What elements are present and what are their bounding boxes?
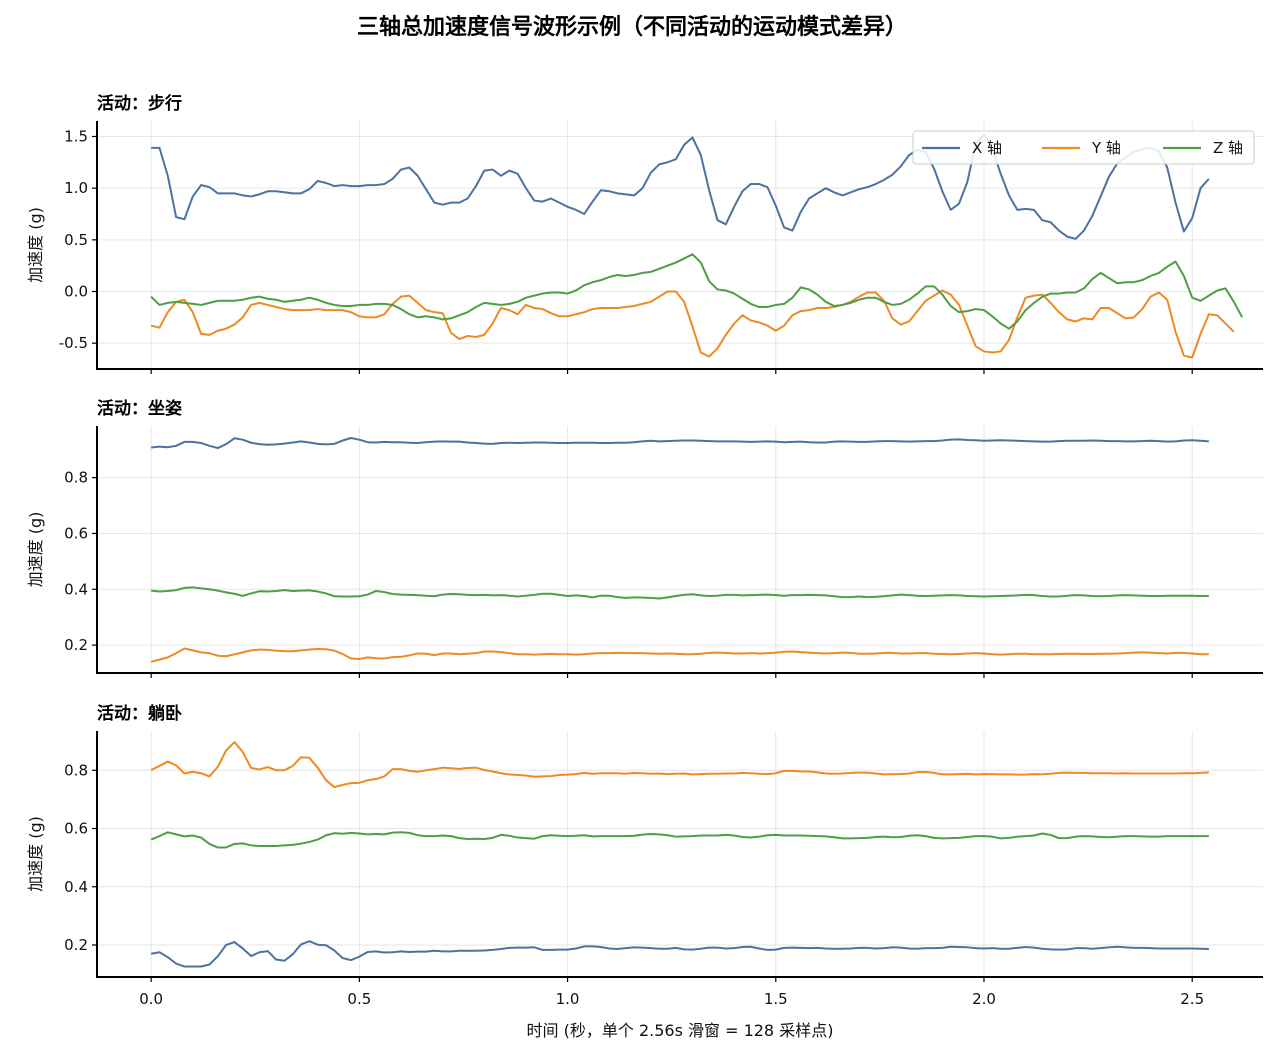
x-axis-label: 时间 (秒，单个 2.56s 滑窗 = 128 采样点) (527, 1021, 834, 1040)
y-tick-label: 0.2 (64, 936, 88, 954)
figure-title: 三轴总加速度信号波形示例（不同活动的运动模式差异） (357, 14, 907, 40)
panel-title: 活动：躺卧 (97, 703, 182, 724)
y-tick-label: 1.0 (64, 179, 88, 197)
series-line-z轴 (150, 253, 1244, 330)
x-tick-label: 1.5 (764, 990, 788, 1008)
y-axis-label: 加速度 (g) (26, 512, 45, 588)
y-axis-label: 加速度 (g) (26, 207, 45, 283)
y-tick-label: 0.8 (64, 761, 88, 779)
legend-frame (912, 130, 1255, 165)
legend-label: X 轴 (972, 139, 1002, 157)
y-axis-label: 加速度 (g) (26, 816, 45, 892)
y-tick-label: 0.4 (64, 580, 88, 598)
legend-label: Z 轴 (1213, 139, 1243, 157)
x-tick-label: 0.5 (347, 990, 371, 1008)
y-tick-label: 0.2 (64, 636, 88, 654)
x-tick-label: 1.0 (556, 990, 580, 1008)
legend-label: Y 轴 (1091, 139, 1121, 157)
y-tick-label: 0.5 (64, 231, 88, 249)
series-line-x轴 (151, 437, 1209, 450)
x-tick-label: 2.0 (972, 990, 996, 1008)
x-tick-label: 2.5 (1180, 990, 1204, 1008)
y-tick-label: 0.6 (64, 820, 88, 838)
series-line-z轴 (151, 586, 1209, 600)
series-line-x轴 (151, 133, 1210, 240)
series-line-y轴 (150, 741, 1209, 789)
series-line-y轴 (150, 647, 1209, 663)
y-tick-label: 0.6 (64, 524, 88, 542)
y-tick-label: -0.5 (59, 334, 88, 352)
y-tick-label: 0.0 (64, 283, 88, 301)
x-tick-label: 0.0 (139, 990, 163, 1008)
y-tick-label: 1.5 (64, 128, 88, 146)
panel-title: 活动：步行 (97, 93, 182, 114)
y-tick-label: 0.8 (64, 469, 88, 487)
panel-title: 活动：坐姿 (97, 398, 182, 419)
series-line-z轴 (150, 831, 1209, 849)
y-tick-label: 0.4 (64, 878, 88, 896)
series-line-x轴 (150, 940, 1209, 968)
series-line-y轴 (150, 289, 1235, 359)
